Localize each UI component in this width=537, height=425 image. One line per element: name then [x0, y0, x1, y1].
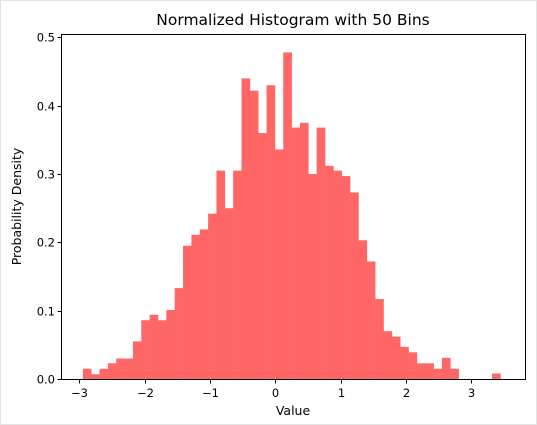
- histogram-bar: [233, 170, 242, 379]
- histogram-bar: [124, 358, 134, 379]
- histogram-bar: [358, 240, 368, 379]
- histogram-bar: [433, 368, 443, 379]
- y-tick-label: 0.3: [37, 168, 55, 182]
- histogram-bar: [283, 52, 292, 379]
- x-tick-label: −1: [202, 386, 219, 400]
- histogram-bar: [249, 90, 259, 379]
- histogram-bar: [383, 331, 393, 379]
- x-axis-label: Value: [276, 403, 311, 418]
- histogram-bar: [116, 358, 125, 379]
- histogram-bar: [391, 336, 401, 379]
- histogram-bar: [408, 352, 418, 379]
- y-tick-label: 0.5: [37, 31, 55, 45]
- plot-frame: [61, 34, 526, 380]
- y-tick-label: 0.4: [37, 100, 55, 114]
- histogram-bar: [82, 368, 92, 379]
- x-tick-label: −3: [71, 386, 88, 400]
- histogram-bar: [149, 314, 159, 379]
- y-axis-ticks: 0.0 0.1 0.2 0.3 0.4 0.5: [37, 31, 62, 387]
- histogram-bar: [258, 133, 267, 379]
- histogram-bar: [91, 374, 100, 379]
- histogram-bar: [350, 192, 359, 379]
- histogram-bar: [241, 78, 251, 379]
- histogram-bar: [224, 208, 234, 379]
- histogram-bar: [366, 261, 376, 379]
- y-tick-label: 0.1: [37, 305, 55, 319]
- x-tick-label: 0: [272, 386, 279, 400]
- histogram-bar: [274, 149, 284, 379]
- x-tick-label: 3: [468, 386, 475, 400]
- histogram-bar: [199, 229, 209, 379]
- histogram-bar: [308, 174, 317, 379]
- histogram-bar: [400, 346, 409, 379]
- histogram-bar: [450, 368, 459, 379]
- histogram-bars: [82, 52, 501, 380]
- histogram-bar: [416, 363, 426, 379]
- x-tick-label: 2: [403, 386, 410, 400]
- histogram-bar: [299, 122, 309, 379]
- histogram-bar: [333, 170, 343, 379]
- x-tick-label: 1: [338, 386, 345, 400]
- histogram-bar: [183, 245, 192, 379]
- histogram-bar: [174, 288, 184, 379]
- histogram-bar: [107, 363, 117, 379]
- histogram-bar: [441, 357, 451, 379]
- histogram-bar: [375, 299, 384, 379]
- chart-title: Normalized Histogram with 50 Bins: [156, 11, 429, 29]
- histogram-bar: [166, 310, 175, 379]
- histogram-bar: [316, 127, 326, 379]
- histogram-bar: [341, 176, 351, 379]
- histogram-bar: [216, 170, 226, 379]
- histogram-bar: [158, 320, 167, 379]
- x-tick-label: −2: [137, 386, 154, 400]
- histogram-bar: [99, 368, 109, 379]
- histogram-bar: [132, 341, 142, 379]
- histogram-bar: [141, 320, 150, 379]
- histogram-bar: [291, 127, 301, 379]
- histogram-bar: [492, 373, 501, 379]
- y-tick-label: 0.2: [37, 236, 55, 250]
- y-axis-label: Probability Density: [9, 147, 24, 265]
- histogram-bar: [325, 165, 334, 379]
- histogram-bar: [425, 363, 434, 379]
- x-axis-ticks: −3 −2 −1 0 1 2 3: [71, 379, 475, 400]
- y-tick-label: 0.0: [37, 373, 55, 387]
- histogram-bar: [266, 85, 276, 380]
- histogram-bar: [208, 213, 217, 379]
- histogram-bar: [191, 234, 201, 379]
